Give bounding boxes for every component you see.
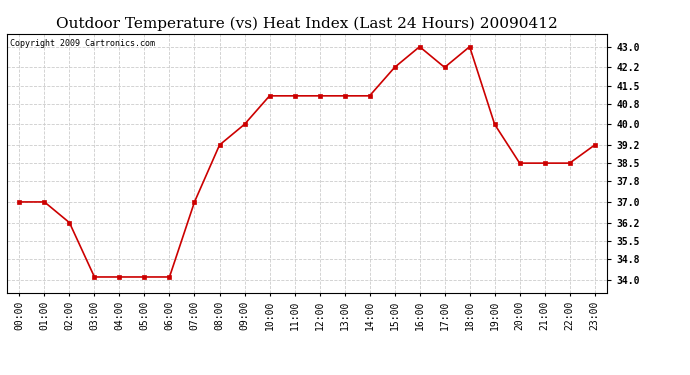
Title: Outdoor Temperature (vs) Heat Index (Last 24 Hours) 20090412: Outdoor Temperature (vs) Heat Index (Las… [56, 17, 558, 31]
Text: Copyright 2009 Cartronics.com: Copyright 2009 Cartronics.com [10, 39, 155, 48]
